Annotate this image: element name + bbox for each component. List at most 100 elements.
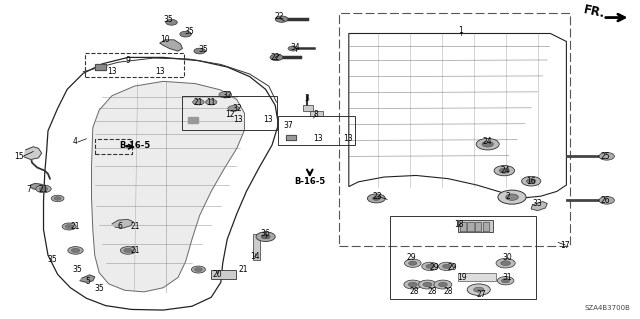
Circle shape	[423, 282, 432, 287]
Circle shape	[494, 166, 515, 176]
Polygon shape	[92, 81, 244, 292]
Circle shape	[404, 280, 422, 289]
Polygon shape	[483, 222, 489, 231]
Text: 32: 32	[232, 104, 242, 113]
Circle shape	[404, 259, 421, 267]
Text: 20: 20	[212, 271, 223, 279]
Circle shape	[434, 280, 452, 289]
Text: 24: 24	[500, 166, 511, 174]
Circle shape	[499, 168, 509, 173]
Circle shape	[120, 247, 136, 254]
Text: 37: 37	[283, 121, 293, 130]
Polygon shape	[531, 202, 547, 211]
Text: 8: 8	[313, 110, 318, 119]
Text: 21: 21	[239, 265, 248, 274]
Text: 27: 27	[476, 290, 486, 299]
Circle shape	[228, 106, 239, 111]
Text: 13: 13	[262, 115, 273, 124]
Text: 35: 35	[184, 27, 194, 36]
Text: 31: 31	[502, 273, 513, 282]
Text: 35: 35	[94, 284, 104, 293]
Text: 34: 34	[291, 43, 301, 52]
Circle shape	[39, 187, 48, 191]
Circle shape	[275, 16, 288, 22]
Circle shape	[438, 282, 447, 287]
Text: 14: 14	[250, 252, 260, 261]
Text: 15: 15	[14, 152, 24, 161]
Circle shape	[467, 284, 490, 295]
Circle shape	[124, 248, 132, 253]
Text: 29: 29	[429, 263, 439, 272]
Text: 13: 13	[107, 67, 117, 76]
Text: 5: 5	[85, 277, 90, 286]
Circle shape	[502, 279, 510, 283]
Text: 1: 1	[458, 26, 463, 35]
Polygon shape	[160, 40, 182, 51]
Bar	[458, 273, 496, 281]
Circle shape	[496, 258, 515, 268]
Polygon shape	[31, 183, 45, 190]
Circle shape	[372, 197, 380, 200]
Circle shape	[71, 248, 80, 253]
Circle shape	[497, 277, 514, 285]
Text: 22: 22	[271, 53, 280, 62]
Text: 29: 29	[447, 263, 457, 272]
Circle shape	[522, 176, 541, 186]
Text: 2: 2	[505, 192, 510, 201]
Circle shape	[205, 99, 217, 105]
Text: 21: 21	[131, 222, 140, 231]
Circle shape	[422, 262, 438, 271]
Circle shape	[65, 225, 73, 228]
Text: 21: 21	[131, 246, 140, 255]
Text: 4: 4	[73, 137, 78, 146]
Text: 6: 6	[118, 222, 123, 231]
Text: 29: 29	[406, 253, 417, 262]
Text: 35: 35	[163, 15, 173, 24]
Circle shape	[526, 179, 536, 184]
Text: SZA4B3700B: SZA4B3700B	[584, 305, 630, 311]
Circle shape	[256, 232, 275, 241]
Text: 35: 35	[198, 45, 209, 54]
Circle shape	[51, 195, 64, 202]
Bar	[211, 270, 236, 279]
Text: 35: 35	[47, 256, 58, 264]
Text: 13: 13	[342, 134, 353, 143]
Circle shape	[419, 280, 436, 289]
Text: 25: 25	[600, 152, 611, 161]
Polygon shape	[112, 219, 133, 228]
Text: 28: 28	[444, 287, 452, 296]
Text: 26: 26	[600, 196, 611, 205]
Polygon shape	[24, 147, 42, 160]
Text: 24: 24	[483, 137, 493, 146]
Circle shape	[166, 19, 177, 25]
Text: FR.: FR.	[582, 4, 607, 21]
Text: 10: 10	[160, 35, 170, 44]
Bar	[182, 96, 277, 130]
Circle shape	[191, 266, 205, 273]
Text: 3: 3	[305, 94, 310, 103]
Text: 13: 13	[233, 115, 243, 124]
Bar	[303, 105, 313, 111]
Bar	[339, 13, 570, 246]
Circle shape	[68, 247, 83, 254]
Text: 19: 19	[457, 273, 467, 282]
Polygon shape	[95, 64, 106, 70]
Polygon shape	[467, 222, 474, 231]
Text: 17: 17	[560, 241, 570, 250]
Circle shape	[409, 261, 417, 265]
Polygon shape	[188, 117, 198, 123]
Text: 18: 18	[454, 220, 463, 229]
Text: 12: 12	[226, 110, 235, 119]
Text: 13: 13	[155, 67, 165, 76]
Circle shape	[482, 141, 493, 147]
Circle shape	[443, 264, 451, 269]
Circle shape	[270, 54, 283, 61]
Text: 21: 21	[39, 185, 48, 194]
Bar	[310, 111, 323, 116]
Bar	[85, 53, 184, 77]
Circle shape	[476, 138, 499, 150]
Text: 7: 7	[26, 185, 31, 194]
Circle shape	[599, 197, 614, 204]
Text: 32: 32	[222, 91, 232, 100]
Text: 22: 22	[275, 12, 284, 21]
